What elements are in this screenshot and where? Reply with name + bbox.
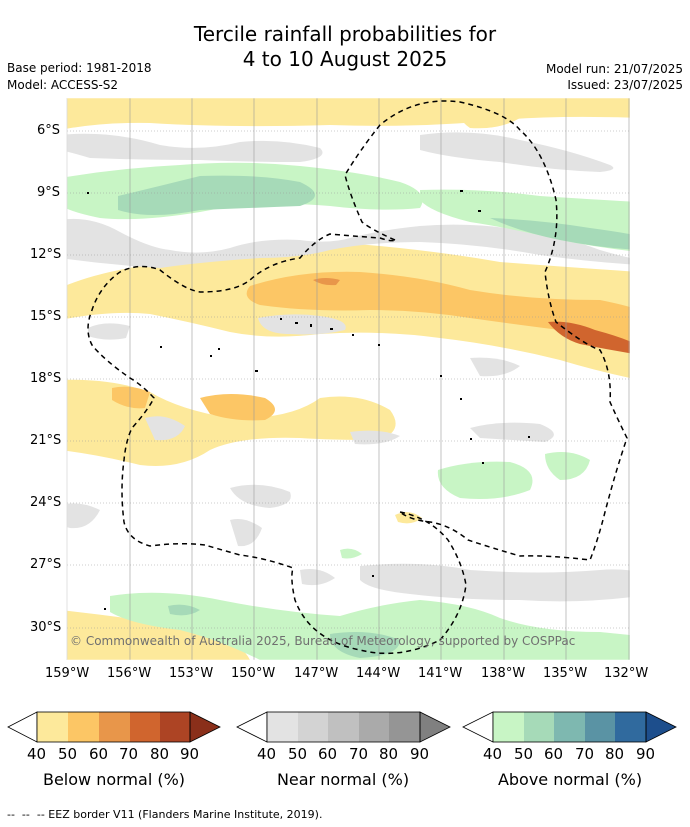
near-tick: 80 xyxy=(379,745,399,763)
above-tick: 60 xyxy=(544,745,564,763)
below-normal-region xyxy=(200,394,275,421)
lon-label: 156°W xyxy=(107,666,152,681)
above-normal-region xyxy=(437,461,533,499)
near-tick: 60 xyxy=(318,745,338,763)
near-normal-region xyxy=(350,430,400,445)
below-tick: 40 xyxy=(27,745,47,763)
above-tick: 90 xyxy=(636,745,656,763)
above-normal-region xyxy=(110,592,630,660)
above-normal-region xyxy=(340,548,362,559)
model-name: Model: ACCESS-S2 xyxy=(7,78,119,92)
map-frame xyxy=(66,97,631,661)
lon-label: 141°W xyxy=(418,666,463,681)
lat-label: 27°S xyxy=(30,557,62,572)
above-normal-region xyxy=(545,452,590,480)
lat-label: 12°S xyxy=(30,247,62,262)
eez-borders xyxy=(87,100,628,655)
near-normal-region xyxy=(67,133,323,162)
near-normal-region xyxy=(420,132,614,172)
above-tick: 70 xyxy=(575,745,595,763)
lon-label: 144°W xyxy=(356,666,401,681)
lat-label: 6°S xyxy=(37,123,61,138)
eez-note: -- -- -- EEZ border V11 (Flanders Marine… xyxy=(7,808,323,821)
near-tick: 40 xyxy=(257,745,277,763)
near-normal-region xyxy=(145,416,185,441)
lat-label: 21°S xyxy=(30,433,62,448)
below-normal-label: Below normal (%) xyxy=(42,770,186,789)
above-normal-region xyxy=(118,175,315,215)
near-normal-region xyxy=(67,503,100,529)
lon-label: 153°W xyxy=(169,666,214,681)
lat-label: 24°S xyxy=(30,495,62,510)
near-normal-colorbar xyxy=(236,711,451,743)
copyright-text: © Commonwealth of Australia 2025, Bureau… xyxy=(70,634,576,648)
above-tick: 40 xyxy=(483,745,503,763)
colorbars xyxy=(7,711,677,743)
below-tick: 60 xyxy=(89,745,109,763)
below-normal-region xyxy=(313,278,340,286)
above-tick: 80 xyxy=(605,745,625,763)
lat-label: 15°S xyxy=(30,309,62,324)
below-normal-region xyxy=(395,512,422,524)
near-tick: 90 xyxy=(410,745,430,763)
islands xyxy=(87,190,530,610)
above-normal-label: Above normal (%) xyxy=(497,770,643,789)
lon-label: 147°W xyxy=(294,666,339,681)
near-tick: 70 xyxy=(349,745,369,763)
map-title: Tercile rainfall probabilities for 4 to … xyxy=(0,22,690,72)
title-line-2: 4 to 10 August 2025 xyxy=(242,47,448,71)
below-tick: 90 xyxy=(180,745,200,763)
below-tick: 50 xyxy=(58,745,78,763)
lat-label: 9°S xyxy=(37,185,61,200)
below-normal-region xyxy=(112,386,150,409)
above-tick: 50 xyxy=(514,745,534,763)
near-normal-region xyxy=(88,323,130,340)
below-tick: 80 xyxy=(150,745,170,763)
above-normal-region xyxy=(490,218,630,250)
below-normal-region xyxy=(246,271,630,344)
near-normal-label: Near normal (%) xyxy=(276,770,410,789)
lon-label: 132°W xyxy=(604,666,649,681)
below-tick: 70 xyxy=(119,745,139,763)
above-normal-region xyxy=(330,632,400,658)
lat-label: 30°S xyxy=(30,620,62,635)
near-normal-region xyxy=(67,218,630,268)
lon-label: 150°W xyxy=(231,666,276,681)
near-normal-region xyxy=(230,484,291,508)
title-line-1: Tercile rainfall probabilities for xyxy=(193,22,497,46)
lon-label: 135°W xyxy=(543,666,588,681)
near-normal-region xyxy=(258,314,346,335)
near-normal-region xyxy=(300,569,335,586)
above-normal-colorbar xyxy=(462,711,677,743)
lon-label: 159°W xyxy=(45,666,90,681)
probability-shading xyxy=(67,98,630,660)
model-run: Model run: 21/07/2025 xyxy=(545,62,683,76)
base-period: Base period: 1981-2018 xyxy=(7,61,152,75)
below-normal-colorbar xyxy=(7,711,221,743)
near-tick: 50 xyxy=(288,745,308,763)
near-normal-region xyxy=(470,422,554,442)
near-normal-region xyxy=(470,357,520,377)
below-normal-region xyxy=(548,321,630,354)
issued-date: Issued: 23/07/2025 xyxy=(567,78,683,92)
near-normal-region xyxy=(360,563,630,602)
below-normal-region xyxy=(67,379,396,466)
lon-label: 138°W xyxy=(481,666,526,681)
lat-label: 18°S xyxy=(30,371,62,386)
probability-map xyxy=(66,97,631,661)
below-normal-region xyxy=(67,610,250,660)
